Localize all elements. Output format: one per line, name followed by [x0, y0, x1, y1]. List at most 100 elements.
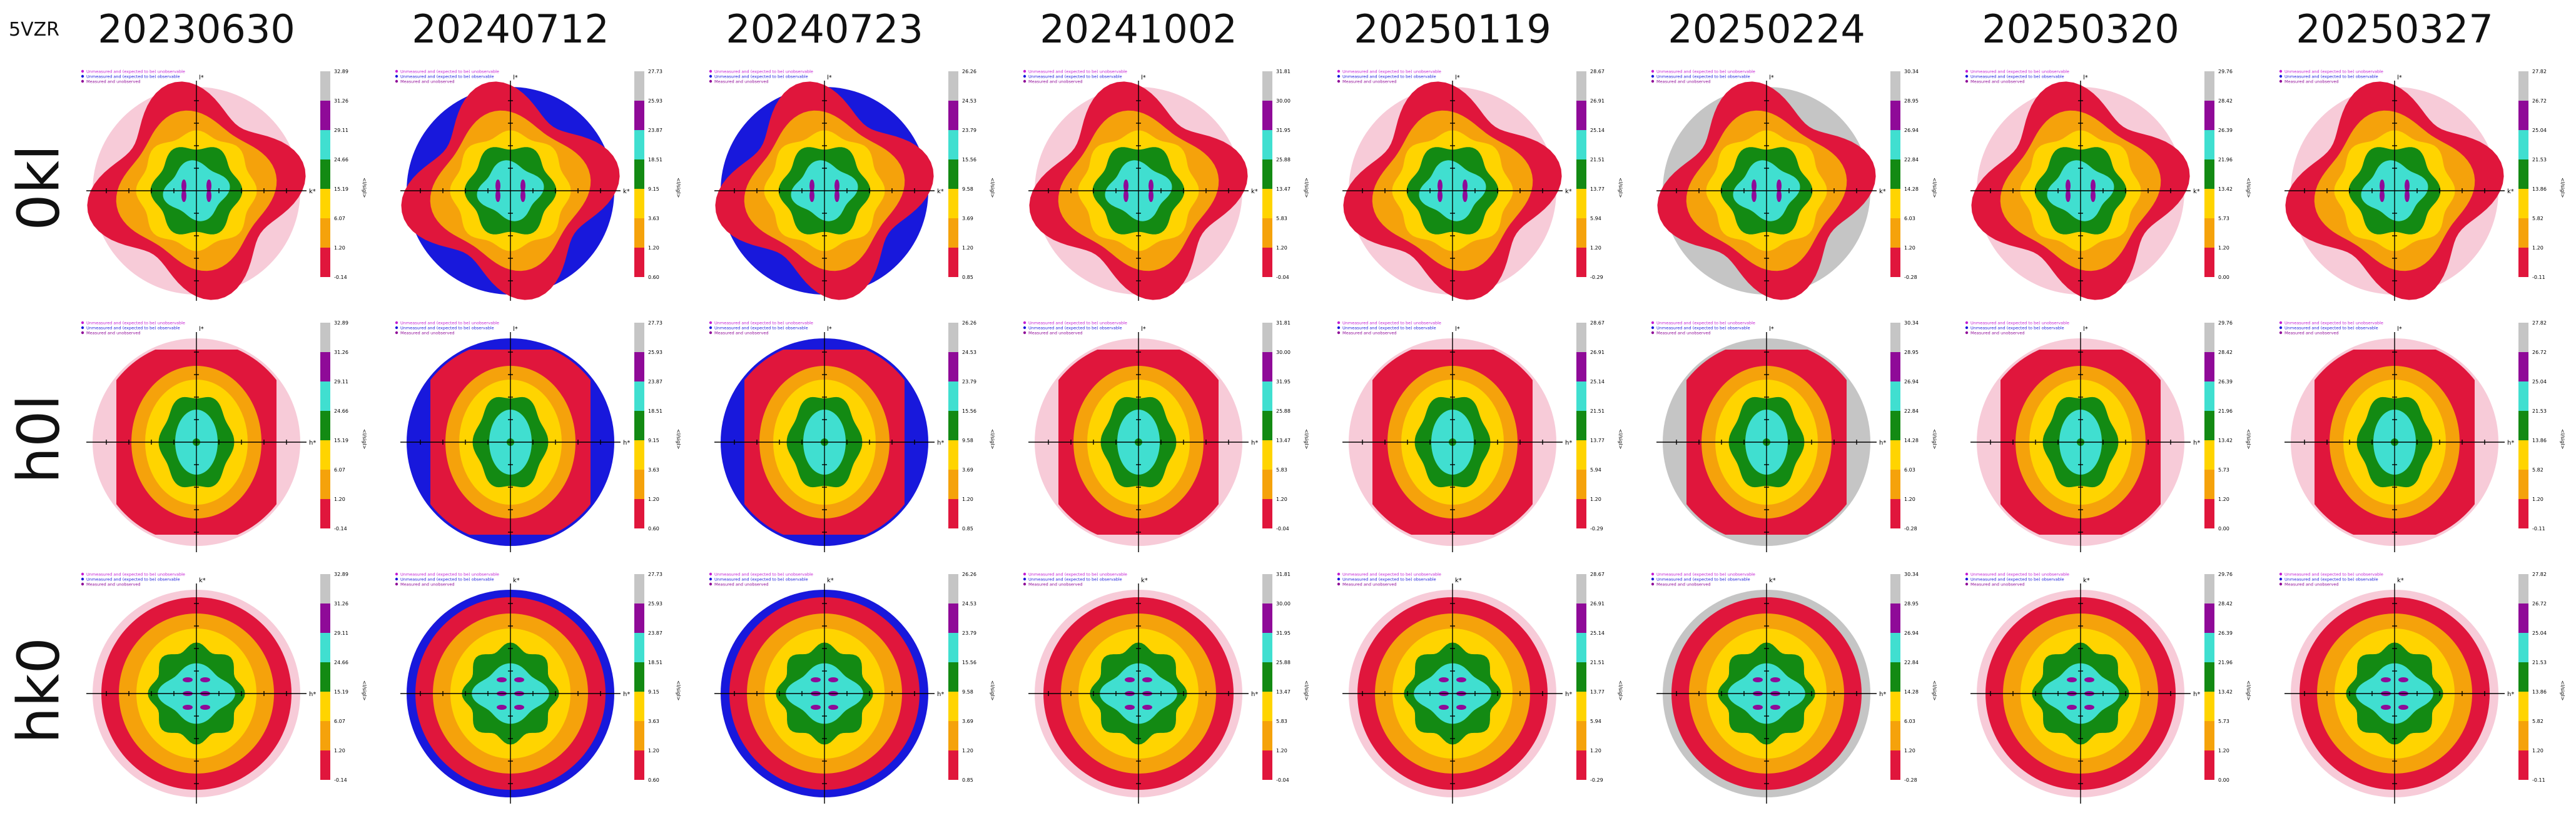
axes: [1342, 332, 1563, 552]
legend-entry: Measured and unobserved: [1970, 331, 2024, 336]
colorbar-tick: 0.85: [962, 777, 973, 783]
colorbar-segment: [1890, 411, 1900, 440]
peak-purple: [520, 179, 525, 192]
colorbar-segment: [948, 218, 958, 248]
peak-purple: [1439, 705, 1449, 710]
legend-marker: [1965, 326, 1969, 330]
colorbar-label: <I/sigI>: [676, 178, 681, 198]
colorbar-segment: [1262, 352, 1272, 381]
colorbar-tick: 3.69: [962, 467, 973, 473]
peak-purple: [1752, 189, 1757, 202]
axes: [400, 332, 621, 552]
colorbar-tick: 27.73: [648, 572, 662, 577]
panel-h0l-20250119: h* l* Unmeasured and (expected to be) unob…: [1330, 314, 1636, 564]
reciprocal-space-map: h* k* Unmeasured and (expected to be) unob…: [81, 572, 367, 804]
colorbar-segment: [1576, 130, 1586, 159]
colorbar-segment: [1262, 692, 1272, 721]
colorbar-tick: 30.00: [1276, 98, 1291, 104]
colorbar-segment: [2204, 411, 2214, 440]
reciprocal-space-map: h* k* Unmeasured and (expected to be) unob…: [1337, 572, 1623, 804]
colorbar-segment: [1262, 499, 1272, 528]
peak-purple: [809, 179, 814, 192]
colorbar-tick: 28.42: [2218, 350, 2233, 355]
colorbar-segment: [2204, 352, 2214, 381]
colorbar-segment: [634, 381, 644, 411]
legend-marker: [1337, 79, 1341, 83]
colorbar-segment: [1262, 248, 1272, 277]
legend-marker: [81, 326, 84, 330]
peak-purple: [1142, 677, 1152, 682]
colorbar-segment: [2204, 470, 2214, 499]
colorbar-segment: [948, 470, 958, 499]
legend-entry: Unmeasured and (expected to be) observab…: [1970, 326, 2064, 331]
colorbar-tick: 13.77: [1590, 186, 1605, 192]
legend-marker: [395, 572, 398, 576]
colorbar-segment: [634, 71, 644, 101]
axes: [400, 583, 621, 804]
colorbar-tick: 23.79: [962, 128, 976, 133]
colorbar-tick: 0.85: [962, 275, 973, 280]
legend-marker: [1651, 326, 1655, 330]
peak-purple: [497, 705, 507, 710]
legend-entry: Unmeasured and (expected to be) unobserv…: [400, 572, 499, 577]
colorbar-label: <I/sigI>: [1932, 429, 1937, 449]
zone-title: hk0: [5, 637, 73, 744]
colorbar-tick: 0.00: [2218, 777, 2229, 783]
colorbar-segment: [1890, 71, 1900, 101]
colorbar-tick: 26.39: [2218, 630, 2233, 636]
legend-marker: [709, 74, 712, 78]
legend-entry: Measured and unobserved: [1028, 582, 1082, 587]
colorbar-segment: [1576, 750, 1586, 780]
colorbar-segment: [634, 603, 644, 633]
colorbar-tick: 1.20: [334, 497, 345, 502]
colorbar-tick: 26.94: [1904, 379, 1919, 385]
reciprocal-space-map: h* k* Unmeasured and (expected to be) unob…: [2279, 572, 2565, 804]
legend-marker: [709, 326, 712, 330]
colorbar-segment: [2518, 440, 2528, 470]
panel-hk0-20240712: h* k* Unmeasured and (expected to be) unob…: [388, 565, 694, 815]
colorbar-segment: [1576, 633, 1586, 662]
figure-title: 5VZR: [9, 19, 60, 41]
axis-label: k*: [2083, 577, 2090, 584]
reciprocal-space-map: h* l* Unmeasured and (expected to be) unob…: [1023, 320, 1309, 552]
reciprocal-space-map: h* k* Unmeasured and (expected to be) unob…: [1651, 572, 1937, 804]
axis-label: k*: [2193, 188, 2200, 195]
legend-entry: Measured and unobserved: [1970, 79, 2024, 84]
colorbar-tick: 15.19: [334, 689, 348, 695]
legend-marker: [81, 582, 84, 586]
axis-label: k*: [199, 577, 206, 584]
colorbar-segment: [1262, 603, 1272, 633]
colorbar-tick: 14.28: [1904, 186, 1919, 192]
panel-0kl-20241002: k* l* Unmeasured and (expected to be) unob…: [1016, 63, 1322, 313]
peak-purple: [200, 705, 210, 710]
colorbar-tick: -0.14: [334, 777, 347, 783]
legend-entry: Unmeasured and (expected to be) unobserv…: [2284, 321, 2383, 326]
panel-0kl-20250119: k* l* Unmeasured and (expected to be) unob…: [1330, 63, 1636, 313]
legend-marker: [1023, 69, 1027, 73]
colorbar-tick: 1.20: [1590, 245, 1601, 251]
axes: [1028, 583, 1249, 804]
colorbar-segment: [1262, 721, 1272, 750]
colorbar-segment: [1576, 159, 1586, 189]
legend-entry: Measured and unobserved: [1656, 582, 1710, 587]
colorbar-tick: 25.04: [2532, 379, 2547, 385]
peak-purple: [514, 677, 524, 682]
legend-entry: Unmeasured and (expected to be) observab…: [714, 577, 808, 582]
peak-purple: [1753, 677, 1763, 682]
colorbar-segment: [2204, 381, 2214, 411]
axis-label: k*: [1769, 577, 1776, 584]
colorbar-tick: 0.60: [648, 777, 659, 783]
colorbar-tick: 24.53: [962, 601, 976, 607]
colorbar-tick: 1.20: [962, 748, 973, 754]
colorbar-tick: 25.04: [2532, 630, 2547, 636]
colorbar-tick: -0.14: [334, 275, 347, 280]
colorbar-segment: [1890, 352, 1900, 381]
legend-marker: [1337, 582, 1341, 586]
colorbar-tick: 25.88: [1276, 408, 1291, 414]
peak-purple: [497, 677, 507, 682]
legend-entry: Unmeasured and (expected to be) observab…: [1028, 577, 1122, 582]
colorbar-tick: 30.34: [1904, 572, 1919, 577]
colorbar-tick: 1.20: [1276, 245, 1287, 251]
colorbar-tick: 31.81: [1276, 572, 1291, 577]
colorbar-tick: 26.72: [2532, 98, 2547, 104]
